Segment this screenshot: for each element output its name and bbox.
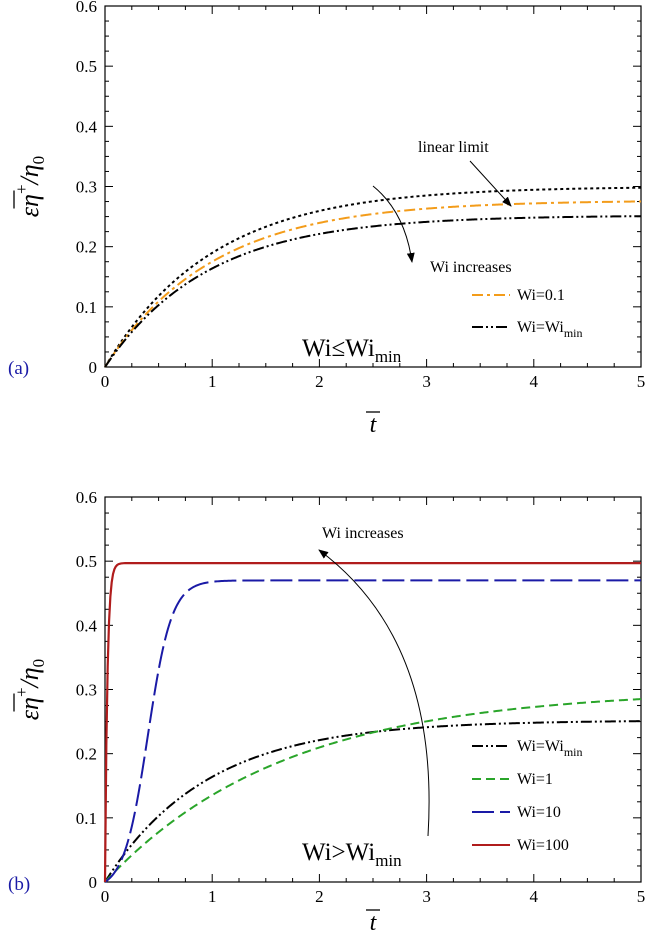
x-tick-label: 5: [637, 887, 646, 906]
y-tick-label: 0.4: [76, 117, 98, 136]
series-line-3: [104, 215, 642, 368]
x-tick-label: 1: [208, 887, 217, 906]
y-tick-label: 0.1: [76, 298, 97, 317]
series-line-2: [104, 200, 642, 368]
annotation-label: Wi increases: [322, 525, 404, 542]
x-tick-label: 0: [101, 887, 110, 906]
chart-panel-1: 0 1 2 3 4 5 0 0.1 0.2 0.3 0.4 0.5 0.6 Wi=0.1 Wi=Wimin W…: [8, 0, 645, 438]
trend-arrow: [318, 549, 430, 837]
annotation-arrow: [469, 160, 512, 207]
x-tick-label: 0: [101, 372, 110, 391]
trend-arrow: [372, 185, 415, 263]
series-line-3: [104, 579, 641, 883]
y-axis-label: εη+/η0: [12, 659, 48, 720]
x-tick-label: 3: [422, 887, 431, 906]
y-tick-label: 0.6: [76, 488, 97, 507]
panel-label: (b): [8, 874, 30, 895]
region-label: Wi>Wimin: [302, 839, 402, 870]
x-tick-label: 2: [315, 372, 324, 391]
plot-frame: [104, 496, 642, 883]
legend-label: Wi=100: [517, 837, 569, 854]
x-tick-label: 4: [530, 887, 539, 906]
svg-text:εη+/η0: εη+/η0: [12, 659, 48, 720]
legend-label: Wi=0.1: [517, 287, 565, 304]
y-tick-label: 0.4: [76, 616, 98, 635]
x-tick-label: 2: [315, 887, 324, 906]
x-tick-label: 5: [637, 372, 646, 391]
x-tick-label: 1: [208, 372, 217, 391]
y-tick-label: 0.2: [76, 238, 97, 257]
chart-panel-2: 0 1 2 3 4 5 0 0.1 0.2 0.3 0.4 0.5 0.6 Wi=Wimin Wi=1 Wi=…: [8, 488, 645, 936]
panel-label: (a): [8, 358, 29, 379]
x-tick-label: 3: [422, 372, 431, 391]
annotation-label: Wi increases: [430, 259, 512, 276]
y-tick-label: 0.1: [76, 809, 97, 828]
y-tick-label: 0.3: [76, 681, 97, 700]
y-tick-label: 0.5: [76, 552, 97, 571]
y-tick-label: 0.2: [76, 745, 97, 764]
region-label: Wi≤Wimin: [302, 335, 402, 366]
x-axis-label: t: [370, 910, 378, 936]
y-tick-label: 0: [89, 873, 98, 892]
series-line-4: [103, 561, 641, 883]
x-tick-label: 4: [530, 372, 539, 391]
legend-label: Wi=Wimin: [517, 738, 583, 759]
x-axis-label: t: [370, 412, 378, 438]
legend-label: Wi=1: [517, 771, 553, 788]
legend-label: Wi=Wimin: [517, 319, 583, 340]
y-axis-label: εη+/η0: [12, 156, 48, 217]
legend-label: Wi=10: [517, 804, 561, 821]
y-tick-label: 0.6: [76, 0, 97, 16]
series-line-2: [104, 698, 642, 883]
y-tick-label: 0: [89, 358, 98, 377]
annotation-label: linear limit: [418, 139, 489, 156]
svg-text:εη+/η0: εη+/η0: [12, 156, 48, 217]
y-tick-label: 0.5: [76, 57, 97, 76]
y-tick-label: 0.3: [76, 178, 97, 197]
